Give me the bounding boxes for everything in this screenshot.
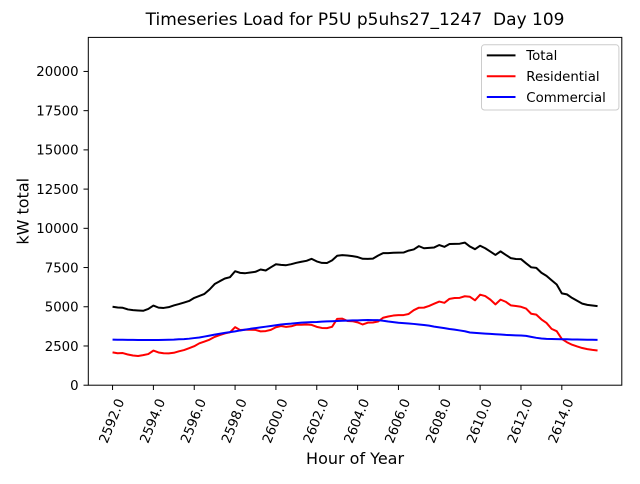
y-tick-label: 20000 <box>36 65 78 80</box>
y-tick-label: 12500 <box>36 183 78 198</box>
series-line-total <box>112 241 598 312</box>
legend: Total Residential Commercial <box>481 44 620 111</box>
y-tick-label: 2500 <box>45 340 79 355</box>
series-lines <box>112 241 598 358</box>
legend-label-commercial: Commercial <box>526 91 606 106</box>
y-tick-label: 10000 <box>36 222 78 237</box>
y-tick-label: 5000 <box>45 301 79 316</box>
series-line-commercial <box>112 319 598 342</box>
plot-border <box>87 36 623 386</box>
y-tick-label: 15000 <box>36 144 78 159</box>
series-line-residential <box>112 293 598 358</box>
y-axis-label: kW total <box>14 178 33 245</box>
y-tick-label: 7500 <box>45 261 79 276</box>
y-tick-label: 0 <box>70 379 78 394</box>
y-tick-label: 17500 <box>36 104 78 119</box>
legend-box <box>481 44 620 111</box>
chart-title: Timeseries Load for P5U p5uhs27_1247 Day… <box>145 10 565 30</box>
y-axis-ticks: 0 2500 5000 7500 10000 12500 15000 17500 20000 <box>36 65 89 394</box>
legend-label-residential: Residential <box>526 70 599 85</box>
legend-label-total: Total <box>525 49 557 64</box>
x-axis-label: Hour of Year <box>306 449 404 468</box>
